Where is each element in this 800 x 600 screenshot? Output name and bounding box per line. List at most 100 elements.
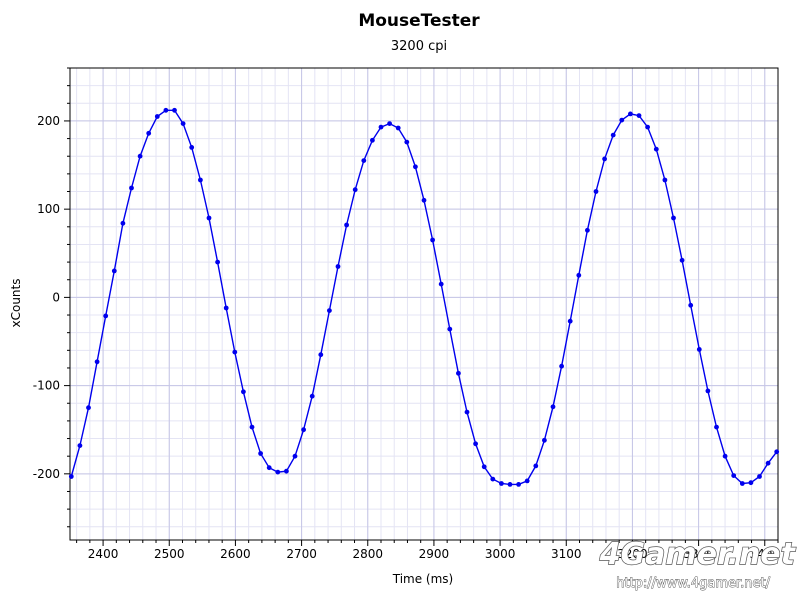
- data-point: [774, 449, 780, 455]
- data-point: [120, 220, 126, 226]
- data-point: [456, 370, 461, 376]
- data-point: [189, 145, 195, 150]
- data-point: [645, 124, 650, 130]
- data-point: [662, 177, 668, 183]
- data-point: [86, 405, 91, 411]
- data-point: [94, 359, 100, 365]
- data-point: [516, 482, 521, 487]
- data-point: [714, 424, 719, 430]
- y-tick-label: 100: [37, 202, 60, 216]
- data-point: [370, 137, 375, 143]
- data-point: [705, 388, 711, 394]
- data-point: [137, 153, 143, 159]
- data-point: [111, 268, 117, 274]
- data-point: [653, 146, 659, 152]
- chart-subtitle: 3200 cpi: [391, 39, 447, 54]
- data-point: [524, 478, 530, 484]
- y-tick-label: 200: [37, 114, 60, 128]
- data-point: [610, 132, 616, 138]
- data-point: [679, 257, 685, 263]
- data-point: [696, 347, 702, 352]
- x-tick-label: 3300: [683, 547, 714, 561]
- data-point: [490, 476, 496, 482]
- x-tick-label: 3200: [617, 547, 648, 561]
- x-tick-label: 2900: [419, 547, 450, 561]
- x-tick-label: 2400: [88, 547, 119, 561]
- data-point: [284, 468, 289, 474]
- data-point: [249, 424, 255, 430]
- data-point: [619, 117, 625, 123]
- data-point: [301, 427, 306, 433]
- data-point: [765, 460, 771, 466]
- data-point: [559, 363, 564, 369]
- data-point: [739, 481, 745, 486]
- y-tick-label: -100: [33, 379, 60, 393]
- data-point: [327, 308, 332, 313]
- data-point: [361, 158, 367, 164]
- data-point: [241, 389, 246, 395]
- x-tick-label: 2700: [286, 547, 317, 561]
- plot-frame: [64, 67, 779, 546]
- data-point: [318, 352, 324, 358]
- data-point: [223, 305, 229, 311]
- data-point: [447, 326, 453, 332]
- data-point: [146, 130, 152, 136]
- data-point: [292, 453, 298, 459]
- data-point: [542, 437, 547, 443]
- x-tick-label: 2600: [220, 547, 251, 561]
- tick-labels: 2400 2500 2600 2700 2800 2900 3000 3100 3200 3300…: [33, 114, 780, 561]
- x-tick-label: 3000: [485, 547, 516, 561]
- data-point: [206, 215, 212, 221]
- data-point: [129, 185, 134, 191]
- y-axis-label: xCounts: [9, 279, 23, 328]
- data-point: [593, 189, 599, 194]
- data-point: [413, 164, 418, 170]
- data-point: [636, 113, 642, 118]
- y-tick-label: 0: [52, 290, 60, 304]
- data-point: [576, 272, 582, 278]
- data-point: [507, 482, 513, 487]
- series-point-layer: [68, 107, 780, 487]
- data-point: [266, 465, 272, 471]
- data-point: [77, 443, 83, 448]
- data-point: [163, 107, 169, 113]
- data-point: [172, 107, 177, 113]
- data-point: [567, 318, 573, 324]
- data-point: [258, 451, 263, 456]
- data-point: [430, 237, 435, 243]
- plot-border: [69, 67, 779, 541]
- watermark-url: http://www.4gamer.net/: [616, 576, 770, 591]
- data-point: [215, 259, 221, 265]
- data-point: [387, 121, 392, 126]
- x-tick-label: 2800: [352, 547, 383, 561]
- x-tick-label: 3100: [551, 547, 582, 561]
- data-point: [550, 404, 556, 410]
- data-point: [757, 474, 762, 479]
- data-point: [722, 453, 728, 459]
- chart-title: MouseTester: [358, 11, 480, 31]
- data-point: [688, 302, 694, 308]
- data-point: [533, 463, 539, 469]
- data-point: [473, 441, 478, 447]
- data-point: [352, 187, 358, 193]
- data-point: [438, 281, 444, 287]
- data-point: [421, 197, 427, 203]
- data-point: [378, 124, 384, 130]
- data-point: [404, 139, 410, 145]
- x-axis-label: Time (ms): [392, 572, 454, 586]
- data-point: [602, 156, 607, 162]
- data-point: [395, 125, 401, 131]
- data-point: [180, 121, 186, 126]
- data-point: [628, 111, 633, 117]
- x-tick-label: 2500: [154, 547, 185, 561]
- data-point: [68, 474, 74, 479]
- data-point: [309, 393, 315, 399]
- data-point: [481, 464, 487, 470]
- grid: [70, 67, 779, 540]
- data-point: [344, 222, 349, 228]
- data-point: [154, 114, 160, 119]
- y-tick-label: -200: [33, 467, 60, 481]
- data-point: [103, 313, 109, 319]
- x-tick-label: 3400: [749, 547, 780, 561]
